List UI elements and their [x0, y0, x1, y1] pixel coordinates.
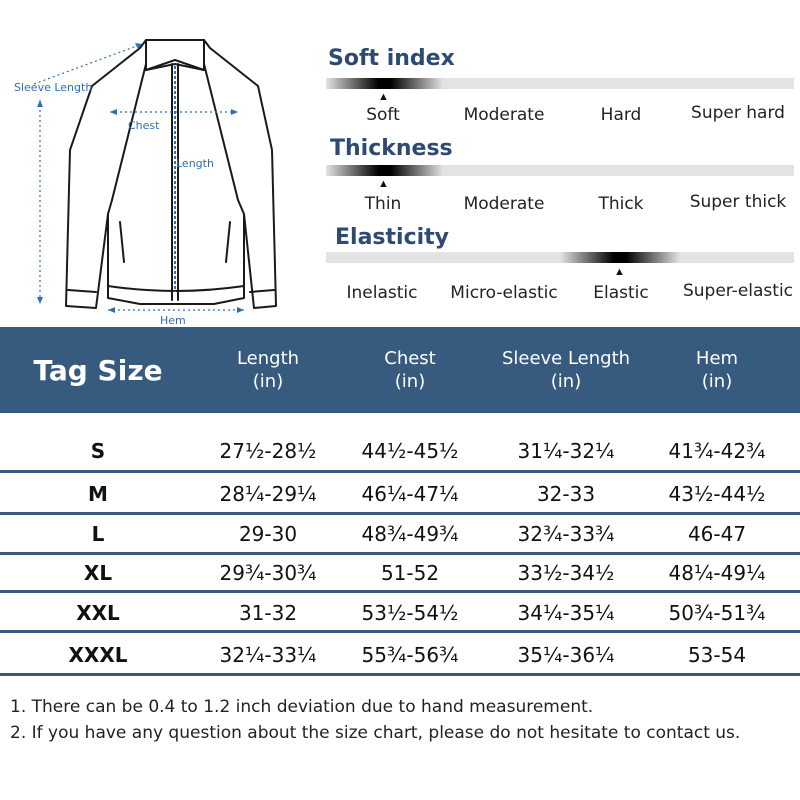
- chest-cell: 44½-45½: [361, 438, 459, 463]
- length-cell: 27½-28½: [219, 438, 317, 463]
- table-row: M 28¼-29¼ 46¼-47¼ 32-33 43½-44½: [0, 475, 800, 512]
- table-row: XXXL 32¼-33¼ 55¾-56¾ 35¼-36¼ 53-54: [0, 636, 800, 673]
- property-title: Thickness: [330, 136, 453, 161]
- row-divider: [0, 590, 800, 593]
- column-header-length: Length (in): [236, 348, 300, 392]
- chest-cell: 48¾-49¾: [361, 521, 459, 546]
- tag-size-heading: Tag Size: [33, 353, 163, 387]
- property-scale-bar: [326, 252, 794, 263]
- hem-cell: 50¾-51¾: [668, 600, 766, 625]
- sleeve-length-cell: 32¾-33¾: [517, 521, 615, 546]
- size-cell: XL: [83, 560, 113, 585]
- note-measurement-deviation: 1. There can be 0.4 to 1.2 inch deviatio…: [10, 697, 594, 717]
- chest-cell: 51-52: [380, 560, 440, 585]
- property-thickness: Thickness ▲ Thin Moderate Thick Super th…: [326, 132, 800, 218]
- size-cell: L: [91, 521, 105, 546]
- sleeve-length-cell: 34¼-35¼: [517, 600, 615, 625]
- table-bottom-border: [0, 673, 800, 676]
- length-cell: 28¼-29¼: [219, 481, 317, 506]
- level-super-hard: Super hard: [691, 103, 785, 123]
- length-cell: 31-32: [238, 600, 298, 625]
- sleeve-length-cell: 32-33: [536, 481, 596, 506]
- chest-cell: 53½-54½: [361, 600, 459, 625]
- size-cell: XXL: [76, 600, 120, 625]
- note-contact-us: 2. If you have any question about the si…: [10, 723, 741, 743]
- table-row: XL 29¾-30¾ 51-52 33½-34½ 48¼-49¼: [0, 554, 800, 591]
- selected-marker-icon: ▲: [378, 178, 389, 190]
- level-inelastic: Inelastic: [346, 283, 418, 303]
- size-table-header: Tag Size Length (in) Chest (in) Sleeve L…: [0, 327, 800, 413]
- hem-cell: 41¾-42¾: [668, 438, 766, 463]
- level-micro-elastic: Micro-elastic: [450, 283, 558, 303]
- property-title: Elasticity: [335, 225, 450, 250]
- level-thick: Thick: [598, 194, 644, 214]
- hem-cell: 43½-44½: [668, 481, 766, 506]
- size-cell: XXXL: [68, 642, 128, 667]
- sleeve-length-cell: 33½-34½: [517, 560, 615, 585]
- selected-marker-icon: ▲: [614, 266, 625, 278]
- length-label: Length: [176, 157, 214, 170]
- column-header-chest: Chest (in): [384, 348, 436, 392]
- property-elasticity: Elasticity ▲ Inelastic Micro-elastic Ela…: [326, 222, 800, 308]
- property-title: Soft index: [328, 46, 455, 71]
- row-divider: [0, 470, 800, 473]
- jacket-measurement-diagram: Sleeve Length Chest Length Hem: [14, 39, 277, 327]
- row-divider: [0, 630, 800, 633]
- row-divider: [0, 552, 800, 555]
- level-thin: Thin: [364, 194, 402, 214]
- chest-cell: 46¼-47¼: [361, 481, 459, 506]
- length-cell: 29-30: [238, 521, 298, 546]
- hem-cell: 48¼-49¼: [668, 560, 766, 585]
- level-super-elastic: Super-elastic: [682, 281, 794, 301]
- size-cell: S: [90, 438, 106, 463]
- hem-cell: 46-47: [687, 521, 747, 546]
- table-row: L 29-30 48¾-49¾ 32¾-33¾ 46-47: [0, 515, 800, 552]
- level-elastic: Elastic: [593, 283, 649, 303]
- level-super-thick: Super thick: [689, 192, 787, 212]
- hem-cell: 53-54: [687, 642, 747, 667]
- row-divider: [0, 512, 800, 515]
- level-moderate: Moderate: [463, 105, 545, 125]
- level-soft: Soft: [366, 105, 400, 125]
- property-scale-bar: [326, 78, 794, 89]
- selected-marker-icon: ▲: [378, 91, 389, 103]
- column-header-hem: Hem (in): [695, 348, 739, 392]
- property-soft-index: Soft index ▲ Soft Moderate Hard Super ha…: [326, 44, 800, 130]
- chest-label: Chest: [128, 119, 160, 132]
- level-moderate: Moderate: [463, 194, 545, 214]
- size-cell: M: [88, 481, 108, 506]
- hem-label: Hem: [160, 314, 186, 327]
- sleeve-length-cell: 35¼-36¼: [517, 642, 615, 667]
- sleeve-length-label: Sleeve Length: [14, 81, 92, 94]
- property-scale-bar: [326, 165, 794, 176]
- level-hard: Hard: [600, 105, 642, 125]
- table-row: S 27½-28½ 44½-45½ 31¼-32¼ 41¾-42¾: [0, 432, 800, 469]
- length-cell: 29¾-30¾: [219, 560, 317, 585]
- sleeve-length-cell: 31¼-32¼: [517, 438, 615, 463]
- chest-cell: 55¾-56¾: [361, 642, 459, 667]
- length-cell: 32¼-33¼: [219, 642, 317, 667]
- table-row: XXL 31-32 53½-54½ 34¼-35¼ 50¾-51¾: [0, 594, 800, 631]
- column-header-sleeve-length: Sleeve Length (in): [501, 348, 631, 392]
